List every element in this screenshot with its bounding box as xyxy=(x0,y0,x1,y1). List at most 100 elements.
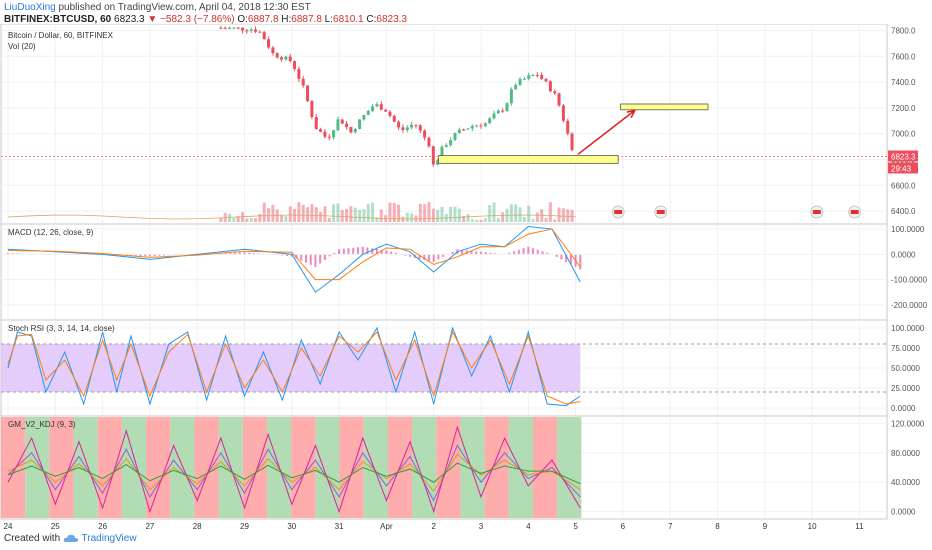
macd-histogram-bar xyxy=(494,253,497,255)
macd-histogram-bar xyxy=(328,254,331,257)
volume-bar xyxy=(267,208,271,222)
volume-bar xyxy=(358,209,362,222)
macd-histogram-bar xyxy=(442,254,445,257)
current-price-label: 6823.3 xyxy=(891,152,916,161)
candle-body xyxy=(384,109,388,112)
candle-body xyxy=(371,106,375,111)
macd-histogram-bar xyxy=(248,252,251,255)
volume-bar xyxy=(254,218,258,222)
chart-area[interactable]: 6400.06600.06800.07000.07200.07400.07600… xyxy=(0,24,932,531)
candle-body xyxy=(483,123,487,127)
x-tick-label: 25 xyxy=(51,522,60,531)
candle-body xyxy=(288,56,292,62)
candle-body xyxy=(375,104,379,107)
candle-body xyxy=(509,89,513,104)
volume-bar xyxy=(310,204,314,222)
countdown-badge xyxy=(888,162,918,174)
candle-body xyxy=(561,105,565,121)
volume-bar xyxy=(509,204,513,222)
annotation-arrow xyxy=(577,109,636,155)
macd-histogram-bar xyxy=(532,248,535,255)
candle-body xyxy=(362,114,366,120)
kdj-region-red xyxy=(291,417,316,518)
candle-body xyxy=(388,111,392,116)
tradingview-link[interactable]: TradingView xyxy=(81,533,137,544)
macd-histogram-bar xyxy=(565,254,568,262)
volume-bar xyxy=(319,212,323,222)
macd-histogram-bar xyxy=(432,254,435,262)
volume-bar xyxy=(301,204,305,222)
macd-histogram-bar xyxy=(579,254,582,270)
candle-body xyxy=(492,113,496,119)
volume-bar xyxy=(340,209,344,222)
candle-body xyxy=(405,127,409,131)
candle-body xyxy=(522,78,526,80)
volume-bar xyxy=(332,204,336,222)
series-line-signal xyxy=(7,228,581,281)
volume-bar xyxy=(535,212,539,222)
x-tick-label: 24 xyxy=(4,522,13,531)
indicator-title: GM_V2_KDJ (9, 3) xyxy=(8,420,76,429)
symbol-bar: BITFINEX:BTCUSD, 60 6823.3 ▼ −582.3 (−7.… xyxy=(4,14,407,25)
indicator-tick-label: 80.0000 xyxy=(891,449,920,458)
volume-bar xyxy=(427,202,431,222)
annotation-box xyxy=(438,155,619,164)
macd-histogram-bar xyxy=(404,254,407,256)
macd-histogram-bar xyxy=(536,249,539,255)
volume-bar xyxy=(245,218,249,222)
arrow-head-icon xyxy=(626,109,637,118)
kdj-region-red xyxy=(339,417,364,518)
series-line-j xyxy=(7,425,581,514)
candle-body xyxy=(301,78,305,86)
candle-body xyxy=(444,145,448,147)
candle-body xyxy=(366,110,370,115)
indicator-tick-label: -200.0000 xyxy=(891,301,928,310)
kdj-region-green xyxy=(121,417,147,518)
volume-bar xyxy=(401,216,405,222)
volume-bar xyxy=(548,202,552,222)
candle-body xyxy=(496,110,500,114)
price-tick-label: 7200.0 xyxy=(891,104,916,113)
candle-body xyxy=(284,56,288,60)
candle-body xyxy=(453,133,457,141)
ohlc-c-value: 6823.3 xyxy=(376,14,407,25)
candle-body xyxy=(236,27,240,29)
kdj-region-green xyxy=(557,417,582,518)
candle-body xyxy=(397,121,401,128)
macd-histogram-bar xyxy=(357,247,360,255)
volume-bar xyxy=(423,204,427,222)
macd-histogram-bar xyxy=(361,246,364,255)
volume-bar xyxy=(405,212,409,222)
macd-histogram-bar xyxy=(7,253,9,255)
x-tick-label: 29 xyxy=(240,522,249,531)
ohlc-o-value: 6887.8 xyxy=(247,14,279,25)
candle-body xyxy=(475,125,479,127)
x-tick-label: 5 xyxy=(573,522,578,531)
volume-bar xyxy=(566,209,570,222)
candle-body xyxy=(427,137,431,147)
candle-body xyxy=(514,84,518,90)
volume-bar xyxy=(531,218,535,222)
candle-body xyxy=(566,120,570,134)
indicator-title: MACD (12, 26, close, 9) xyxy=(8,228,94,237)
candle-body xyxy=(505,103,509,112)
macd-histogram-bar xyxy=(290,254,293,257)
macd-histogram-bar xyxy=(295,254,298,259)
volume-bar xyxy=(219,218,223,222)
candle-body xyxy=(327,136,331,138)
last-price: 6823.3 xyxy=(114,14,145,25)
macd-histogram-bar xyxy=(314,254,317,267)
macd-histogram-bar xyxy=(229,252,232,255)
volume-bar xyxy=(293,208,297,222)
volume-bar xyxy=(241,212,245,222)
price-tick-label: 7600.0 xyxy=(891,52,916,61)
x-tick-label: 9 xyxy=(763,522,768,531)
x-tick-label: 3 xyxy=(479,522,484,531)
symbol-label: BITFINEX:BTCUSD, 60 xyxy=(4,14,112,25)
countdown-label: 29:43 xyxy=(891,164,912,173)
candle-body xyxy=(332,130,336,138)
macd-histogram-bar xyxy=(111,254,114,256)
candle-body xyxy=(228,27,232,29)
volume-bar xyxy=(232,218,236,222)
author-link[interactable]: LiuDuoXing xyxy=(4,2,56,13)
